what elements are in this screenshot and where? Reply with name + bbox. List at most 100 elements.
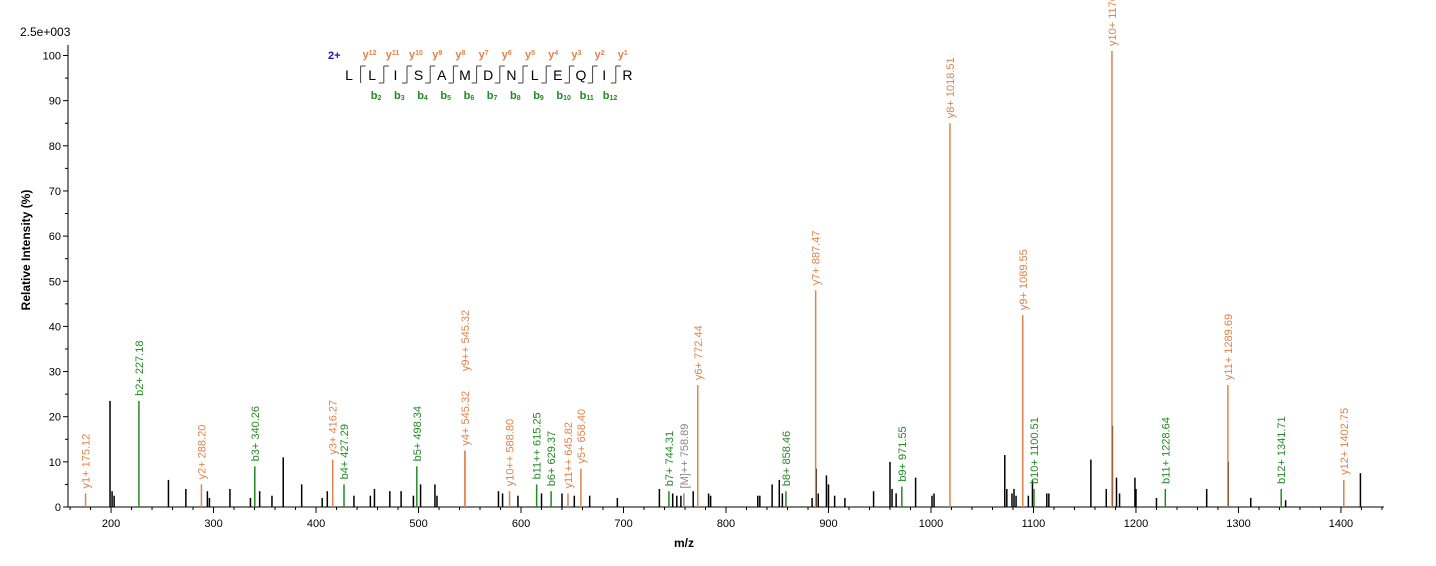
b-ion-number: 2: [378, 95, 382, 102]
peak-label: b2+ 227.18: [134, 341, 146, 396]
cleavage-marker: [610, 65, 621, 84]
y-ion-marker: y7: [479, 49, 489, 61]
peak-label: b8+ 858.46: [781, 431, 793, 486]
y-ion-number: 4: [554, 50, 558, 57]
peak-label: y12+ 1402.75: [1339, 408, 1351, 475]
b-ion-letter: b: [440, 90, 447, 102]
y-ion-marker: y11: [386, 49, 400, 61]
x-axis-title: m/z: [674, 536, 694, 550]
cleavage-marker: [541, 65, 552, 84]
b-ion-number: 9: [540, 95, 544, 102]
b-ion-marker: b3: [394, 90, 405, 102]
peak-label: b9+ 971.55: [897, 426, 909, 481]
cleavage-marker: [494, 65, 505, 84]
residue-letter: L: [345, 67, 353, 83]
peak-label: y10++ 588.80: [505, 419, 517, 486]
b-ion-number: 7: [494, 95, 498, 102]
y-ion-marker: y1: [618, 49, 628, 61]
peak-label: y4+ 545.32: [460, 391, 472, 446]
x-tick-label: 1200: [1124, 518, 1148, 530]
x-tick-label: 700: [614, 518, 632, 530]
b-ion-letter: b: [487, 90, 494, 102]
b-ion-number: 5: [447, 95, 451, 102]
y-ion-letter: y: [618, 49, 625, 61]
y-tick-label: 90: [49, 96, 61, 108]
peak-label: y3+ 416.27: [328, 400, 340, 455]
peak-label: y5+ 658.40: [576, 409, 588, 464]
peak-label: y9++ 545.32: [460, 310, 472, 371]
b-ion-marker: b7: [487, 90, 498, 102]
peak-label: y10+ 1176.59: [1107, 0, 1119, 46]
b-ion-marker: b10: [556, 90, 571, 102]
y-ion-marker: y12: [363, 49, 377, 61]
b-ion-letter: b: [533, 90, 540, 102]
y-ion-letter: y: [548, 49, 555, 61]
y-ion-letter: y: [432, 49, 439, 61]
y-tick-label: 100: [43, 51, 61, 63]
y-ion-number: 9: [438, 50, 442, 57]
residue-letter: E: [553, 67, 562, 83]
y-axis-title: Relative Intensity (%): [19, 190, 33, 311]
peak-label: y8+ 1018.51: [945, 57, 957, 118]
b-ion-marker: b9: [533, 90, 544, 102]
y-ion-number: 1: [624, 50, 628, 57]
x-tick-label: 800: [717, 518, 735, 530]
residue-letter: N: [506, 67, 516, 83]
residue-letter: R: [622, 67, 632, 83]
y-ion-number: 8: [462, 50, 466, 57]
y-ion-letter: y: [502, 49, 509, 61]
b-ion-letter: b: [417, 90, 424, 102]
y-ion-letter: y: [409, 49, 416, 61]
residue-letter: S: [414, 67, 423, 83]
b-ion-number: 6: [470, 95, 474, 102]
x-tick-label: 300: [204, 518, 222, 530]
peak-label: b5+ 498.34: [412, 406, 424, 461]
peak-label: y7+ 887.47: [811, 231, 823, 286]
y-tick-label: 40: [49, 321, 61, 333]
b-ion-marker: b8: [510, 90, 521, 102]
x-tick-label: 1000: [919, 518, 943, 530]
residue-letter: L: [368, 67, 376, 83]
residue-letter: I: [393, 67, 397, 83]
y-ion-marker: y3: [571, 49, 581, 61]
cleavage-marker: [587, 65, 598, 84]
b-ion-letter: b: [556, 90, 563, 102]
residue-letter: D: [483, 67, 493, 83]
peak-label: b7+ 744.31: [664, 431, 676, 486]
b-ion-letter: b: [394, 90, 401, 102]
y-ion-number: 3: [578, 50, 582, 57]
b-ion-marker: b6: [464, 90, 475, 102]
y-tick-label: 10: [49, 457, 61, 469]
b-ion-marker: b2: [371, 90, 382, 102]
b-ion-letter: b: [603, 90, 610, 102]
peak-label: y2+ 288.20: [196, 425, 208, 480]
intensity-scale-label: 2.5e+003: [20, 25, 71, 39]
b-ion-letter: b: [510, 90, 517, 102]
b-ion-number: 10: [563, 95, 571, 102]
peak-label: y11++ 645.82: [563, 422, 575, 488]
y-ion-letter: y: [595, 49, 602, 61]
peak-label: y1+ 175.12: [81, 434, 93, 489]
y-ion-letter: y: [455, 49, 462, 61]
y-ion-number: 2: [601, 50, 605, 57]
peak-label: b4+ 427.29: [339, 424, 351, 479]
residue-letter: Q: [576, 67, 587, 83]
residue-letter: A: [437, 67, 447, 83]
b-ion-number: 11: [586, 95, 594, 102]
y-ion-number: 10: [415, 50, 423, 57]
b-ion-letter: b: [580, 90, 587, 102]
b-ion-marker: b5: [440, 90, 451, 102]
peak-label: b11+ 1228.64: [1160, 417, 1172, 484]
y-tick-label: 60: [49, 231, 61, 243]
b-ion-letter: b: [464, 90, 471, 102]
residue-letter: I: [602, 67, 606, 83]
y-ion-letter: y: [479, 49, 486, 61]
y-ion-marker: y9: [432, 49, 442, 61]
y-tick-label: 80: [49, 141, 61, 153]
residue-letter: M: [459, 67, 471, 83]
y-ion-letter: y: [363, 49, 370, 61]
y-ion-marker: y5: [525, 49, 535, 61]
x-tick-label: 500: [409, 518, 427, 530]
x-tick-label: 1100: [1022, 518, 1046, 530]
